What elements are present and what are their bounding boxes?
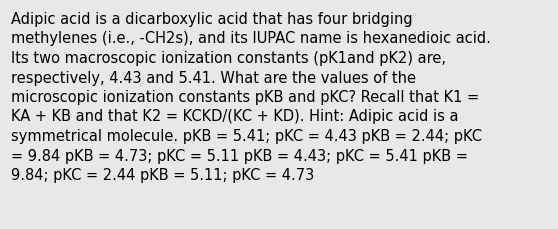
Text: KA + KB and that K2 = KCKD/(KC + KD). Hint: Adipic acid is a: KA + KB and that K2 = KCKD/(KC + KD). Hi… bbox=[11, 109, 459, 124]
Text: microscopic ionization constants pKB and pKC? Recall that K1 =: microscopic ionization constants pKB and… bbox=[11, 90, 479, 105]
Text: Its two macroscopic ionization constants (pK1and pK2) are,: Its two macroscopic ionization constants… bbox=[11, 51, 446, 66]
Text: symmetrical molecule. pKB = 5.41; pKC = 4.43 pKB = 2.44; pKC: symmetrical molecule. pKB = 5.41; pKC = … bbox=[11, 128, 482, 143]
Text: = 9.84 pKB = 4.73; pKC = 5.11 pKB = 4.43; pKC = 5.41 pKB =: = 9.84 pKB = 4.73; pKC = 5.11 pKB = 4.43… bbox=[11, 148, 468, 163]
Text: respectively, 4.43 and 5.41. What are the values of the: respectively, 4.43 and 5.41. What are th… bbox=[11, 70, 416, 85]
Text: methylenes (i.e., -CH2s), and its IUPAC name is hexanedioic acid.: methylenes (i.e., -CH2s), and its IUPAC … bbox=[11, 31, 491, 46]
Text: 9.84; pKC = 2.44 pKB = 5.11; pKC = 4.73: 9.84; pKC = 2.44 pKB = 5.11; pKC = 4.73 bbox=[11, 167, 314, 182]
Text: Adipic acid is a dicarboxylic acid that has four bridging: Adipic acid is a dicarboxylic acid that … bbox=[11, 12, 412, 27]
